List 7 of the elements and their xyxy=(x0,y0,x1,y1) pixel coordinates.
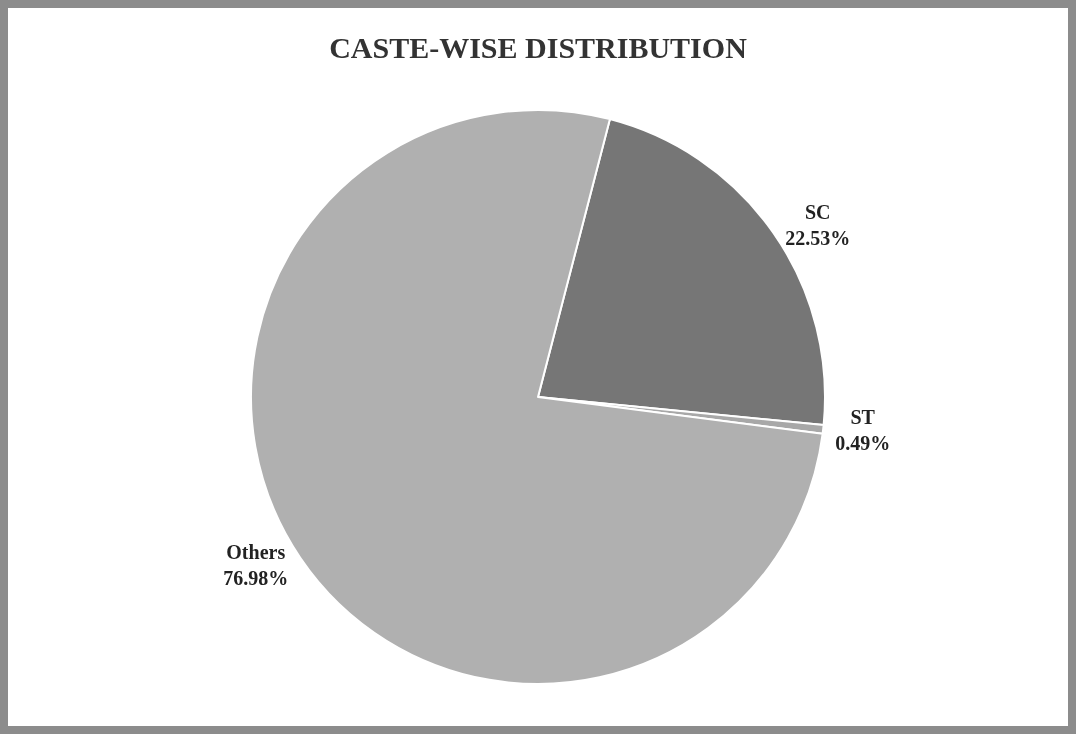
data-label: 22.53% xyxy=(785,226,851,249)
slice-label: ST xyxy=(850,405,876,428)
data-label: 0.49% xyxy=(835,431,891,454)
slice-label: SC xyxy=(804,200,831,223)
slice-label: Others xyxy=(226,541,286,564)
chart-title: CASTE-WISE DISTRIBUTION xyxy=(329,30,748,64)
data-label: 76.98% xyxy=(223,567,289,590)
